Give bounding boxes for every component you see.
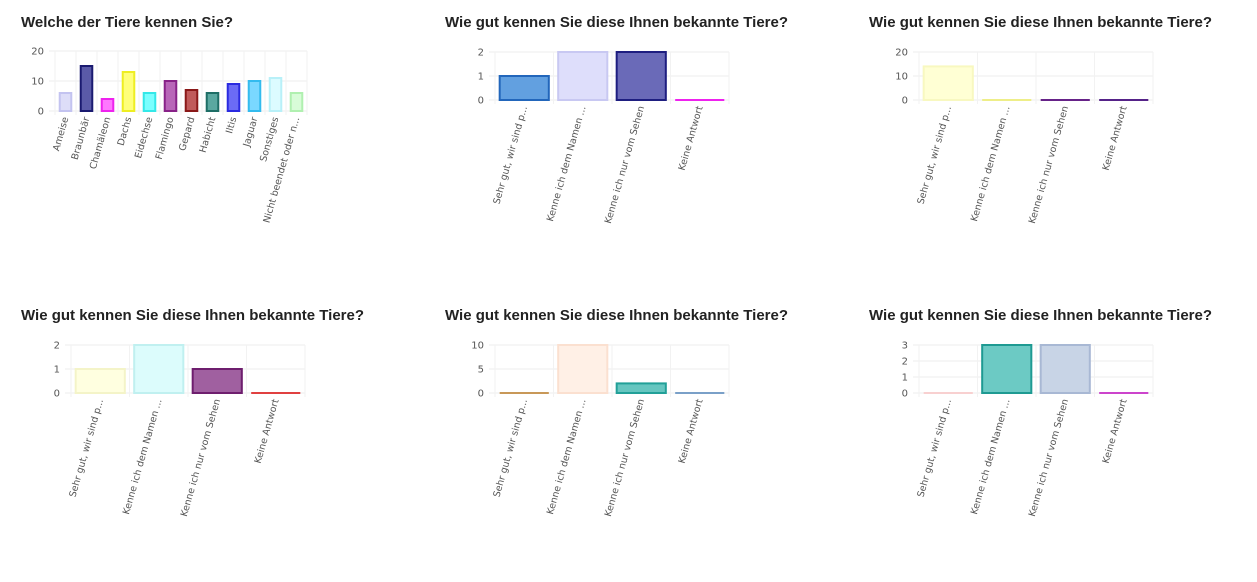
bar-chart: 0 1 2 Sehr gut, wir sind p... Kenne ich dem … <box>478 48 730 225</box>
bar <box>615 51 667 101</box>
bar <box>226 83 241 112</box>
bar <box>79 65 94 112</box>
x-tick-label: Kenne ich nur vom Sehen <box>603 105 647 225</box>
x-tick-label: Dachs <box>116 116 135 147</box>
x-tick-label: Kenne ich dem Namen ... <box>969 398 1013 516</box>
chart-panel-5: Wie gut kennen Sie diese Ihnen bekannte … <box>445 307 845 577</box>
y-tick-label: 3 <box>902 341 908 352</box>
bar <box>615 382 667 395</box>
chart-panel-6: Wie gut kennen Sie diese Ihnen bekannte … <box>869 307 1257 577</box>
chart-title: Wie gut kennen Sie diese Ihnen bekannte … <box>21 307 365 324</box>
y-tick-label: 5 <box>478 365 484 376</box>
x-tick-label: Chamäleon <box>88 116 113 171</box>
x-tick-label: Gepard <box>177 116 197 153</box>
chart-panel-4: Wie gut kennen Sie diese Ihnen bekannte … <box>21 307 421 577</box>
x-tick-label: Sehr gut, wir sind p... <box>492 105 531 206</box>
bar <box>498 75 550 101</box>
x-tick-label: Keine Antwort <box>1101 398 1130 465</box>
x-tick-label: Sehr gut, wir sind p... <box>916 105 955 206</box>
y-tick-label: 2 <box>902 357 908 368</box>
y-tick-label: 20 <box>895 48 908 59</box>
y-tick-label: 0 <box>38 107 44 118</box>
chart-title: Wie gut kennen Sie diese Ihnen bekannte … <box>869 307 1213 324</box>
y-tick-label: 1 <box>478 72 484 83</box>
y-tick-label: 10 <box>895 72 908 83</box>
x-tick-label: Kenne ich nur vom Sehen <box>1027 398 1071 518</box>
chart-panel-1: Welche der Tiere kennen Sie? 0 10 20 Ameise… <box>21 14 421 284</box>
y-tick-label: 0 <box>478 96 484 107</box>
bar-chart: 0 1 2 Sehr gut, wir sind p... Kenne ich dem … <box>54 341 306 518</box>
y-tick-label: 0 <box>54 389 60 400</box>
x-tick-label: Eidechse <box>133 116 155 160</box>
chart-title: Wie gut kennen Sie diese Ihnen bekannte … <box>445 14 789 31</box>
x-tick-label: Keine Antwort <box>677 398 706 465</box>
x-tick-label: Kenne ich dem Namen ... <box>545 105 589 223</box>
bar-chart: 0 10 20 Sehr gut, wir sind p... Kenne ich de… <box>895 48 1154 225</box>
bar-chart: 0 1 2 3 Sehr gut, wir sind p... Kenne ich dem… <box>902 341 1154 518</box>
bar <box>163 80 178 112</box>
x-tick-label: Sehr gut, wir sind p... <box>916 398 955 499</box>
y-tick-label: 0 <box>902 389 908 400</box>
bar <box>557 344 609 394</box>
y-tick-label: 1 <box>902 373 908 384</box>
bar <box>74 368 126 394</box>
x-tick-label: Flamingo <box>154 116 177 161</box>
bar <box>289 92 304 112</box>
bar <box>981 344 1033 394</box>
chart-title: Wie gut kennen Sie diese Ihnen bekannte … <box>445 307 789 324</box>
x-tick-label: Kenne ich nur vom Sehen <box>1027 105 1071 225</box>
x-tick-label: Kenne ich dem Namen ... <box>545 398 589 516</box>
x-tick-label: Kenne ich dem Namen ... <box>969 105 1013 223</box>
y-tick-label: 0 <box>478 389 484 400</box>
chart-title: Welche der Tiere kennen Sie? <box>21 14 234 31</box>
bar <box>1039 344 1091 394</box>
bar <box>121 71 136 112</box>
x-tick-label: Ameise <box>51 116 71 153</box>
x-tick-label: Sonstiges <box>258 116 281 163</box>
x-tick-label: Keine Antwort <box>1101 105 1130 172</box>
chart-panel-3: Wie gut kennen Sie diese Ihnen bekannte … <box>869 14 1257 284</box>
x-tick-label: Keine Antwort <box>677 105 706 172</box>
bar <box>247 80 262 112</box>
bar <box>191 368 243 394</box>
x-tick-label: Iltis <box>224 116 239 135</box>
x-tick-label: Kenne ich dem Namen ... <box>121 398 165 516</box>
bar <box>268 77 283 112</box>
bar <box>184 89 199 112</box>
x-tick-label: Kenne ich nur vom Sehen <box>603 398 647 518</box>
y-tick-label: 0 <box>902 96 908 107</box>
bar <box>557 51 609 101</box>
y-tick-label: 10 <box>31 77 44 88</box>
x-tick-label: Keine Antwort <box>253 398 282 465</box>
x-tick-label: Sehr gut, wir sind p... <box>68 398 107 499</box>
bar <box>142 92 157 112</box>
bar <box>133 344 185 394</box>
bar <box>922 65 974 101</box>
y-tick-label: 20 <box>31 47 44 58</box>
chart-title: Wie gut kennen Sie diese Ihnen bekannte … <box>869 14 1213 31</box>
x-tick-label: Kenne ich nur vom Sehen <box>179 398 223 518</box>
y-tick-label: 2 <box>54 341 60 352</box>
bar-chart: 0 5 10 Sehr gut, wir sind p... Kenne ich dem… <box>471 341 730 518</box>
chart-panel-2: Wie gut kennen Sie diese Ihnen bekannte … <box>445 14 845 284</box>
y-tick-label: 1 <box>54 365 60 376</box>
bar <box>205 92 220 112</box>
x-tick-label: Jaguar <box>241 116 260 149</box>
x-tick-label: Braunbär <box>70 116 93 161</box>
y-tick-label: 10 <box>471 341 484 352</box>
x-tick-label: Sehr gut, wir sind p... <box>492 398 531 499</box>
bar <box>100 98 115 112</box>
x-tick-label: Habicht <box>198 116 219 154</box>
y-tick-label: 2 <box>478 48 484 59</box>
bar <box>58 92 73 112</box>
